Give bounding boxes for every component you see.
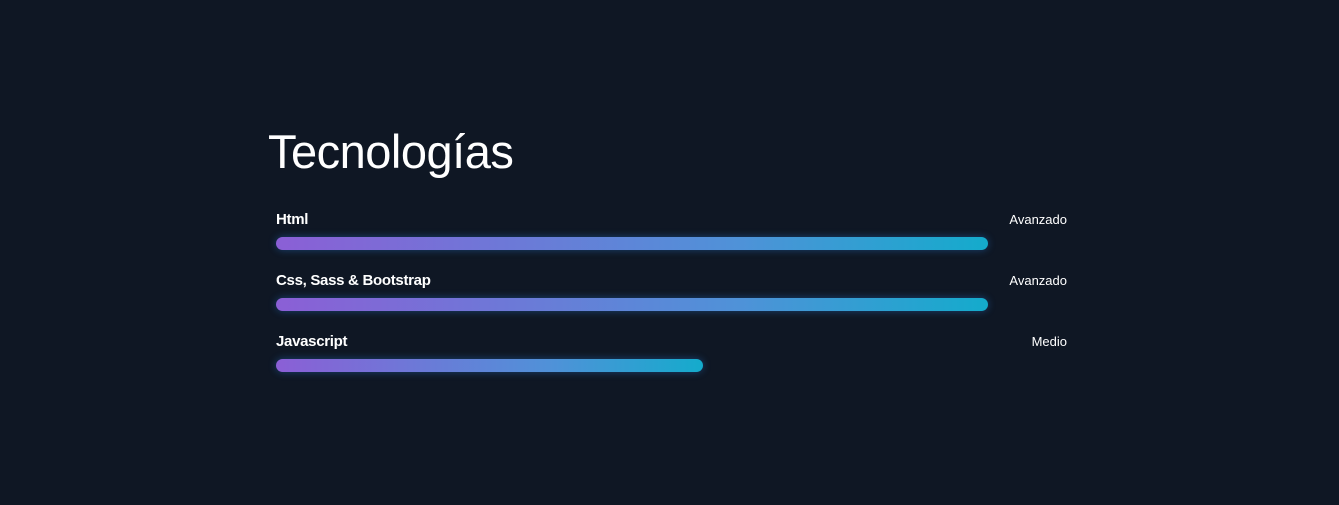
skill-name: Html — [276, 210, 309, 228]
skill-header: Javascript Medio — [276, 332, 1067, 350]
skill-css-sass-bootstrap: Css, Sass & Bootstrap Avanzado — [276, 271, 1067, 332]
skill-progress-bar — [276, 298, 988, 311]
skill-level: Avanzado — [1009, 211, 1067, 227]
section-title: Tecnologías — [268, 125, 514, 178]
skill-header: Html Avanzado — [276, 210, 1067, 228]
skill-progress-track — [276, 298, 1067, 311]
skill-level: Avanzado — [1009, 272, 1067, 288]
skill-name: Css, Sass & Bootstrap — [276, 271, 431, 289]
skill-progress-track — [276, 237, 1067, 250]
skill-progress-bar — [276, 359, 704, 372]
skill-html: Html Avanzado — [276, 210, 1067, 271]
technologies-section: Tecnologías Html Avanzado Css, Sass & Bo… — [268, 122, 1068, 393]
skill-progress-bar — [276, 237, 988, 250]
skill-javascript: Javascript Medio — [276, 332, 1067, 393]
skill-header: Css, Sass & Bootstrap Avanzado — [276, 271, 1067, 289]
skill-progress-track — [276, 359, 1067, 372]
skill-level: Medio — [1031, 333, 1067, 349]
skill-name: Javascript — [276, 332, 348, 350]
